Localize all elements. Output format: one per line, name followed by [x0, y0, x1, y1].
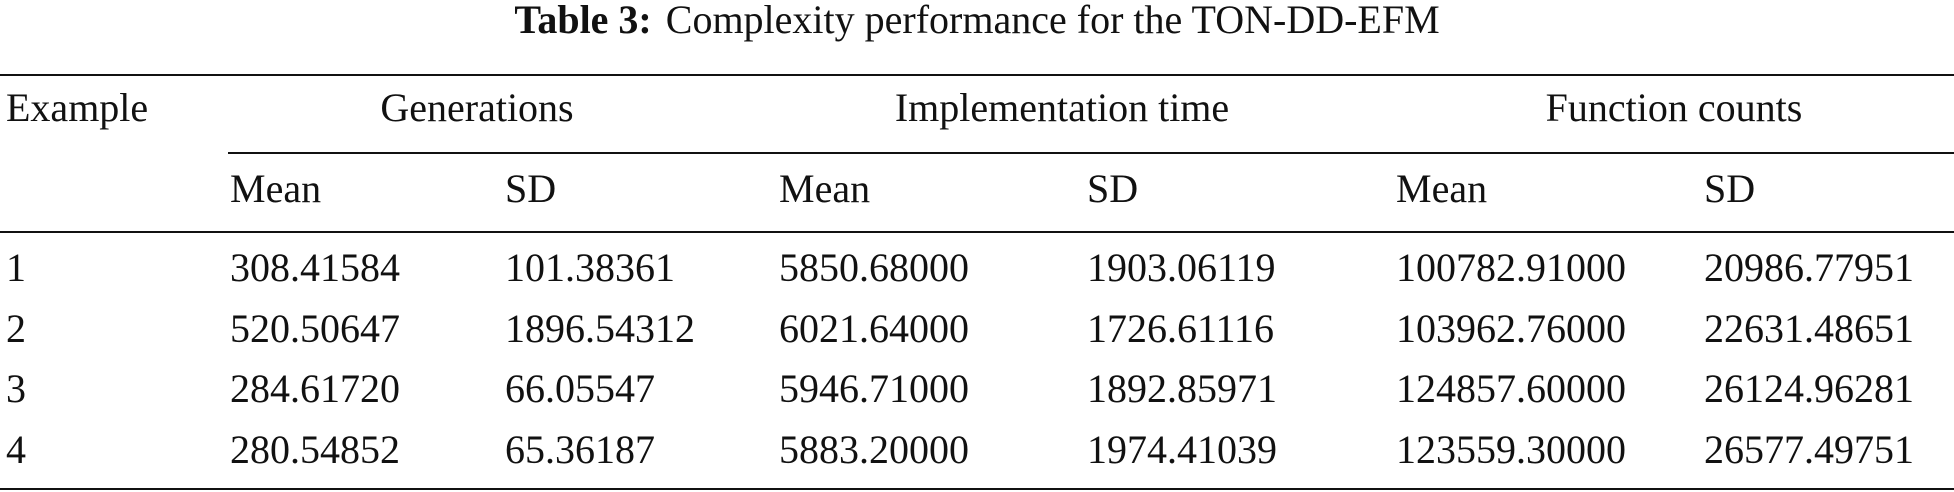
cell: 1892.85971 [1087, 366, 1277, 411]
cell: 1726.61116 [1087, 306, 1274, 351]
cell: 6021.64000 [779, 306, 969, 351]
cell: 65.36187 [505, 427, 655, 472]
cell: 520.50647 [230, 306, 400, 351]
row-label: 4 [6, 427, 26, 472]
group-header: Function counts [1546, 85, 1803, 130]
sub-header: SD [505, 166, 556, 211]
cell: 280.54852 [230, 427, 400, 472]
row-label: 3 [6, 366, 26, 411]
cell: 284.61720 [230, 366, 400, 411]
cell: 101.38361 [505, 245, 675, 290]
cell: 5883.20000 [779, 427, 969, 472]
row-header: Example [6, 85, 148, 130]
cell: 5850.68000 [779, 245, 969, 290]
group-header: Generations [380, 85, 573, 130]
cell: 66.05547 [505, 366, 655, 411]
cell: 20986.77951 [1704, 245, 1914, 290]
cell: 1974.41039 [1087, 427, 1277, 472]
sub-header: SD [1704, 166, 1755, 211]
cell: 26124.96281 [1704, 366, 1914, 411]
row-label: 1 [6, 245, 26, 290]
caption-label: Table 3: [514, 0, 651, 42]
cell: 100782.91000 [1396, 245, 1626, 290]
cell: 1896.54312 [505, 306, 695, 351]
table-caption: Table 3: Complexity performance for the T… [514, 0, 1439, 42]
cell: 5946.71000 [779, 366, 969, 411]
group-header: Implementation time [895, 85, 1229, 130]
cell: 26577.49751 [1704, 427, 1914, 472]
cell: 22631.48651 [1704, 306, 1914, 351]
row-label: 2 [6, 306, 26, 351]
sub-header: Mean [1396, 166, 1487, 211]
sub-header: SD [1087, 166, 1138, 211]
cell: 124857.60000 [1396, 366, 1626, 411]
cell: 123559.30000 [1396, 427, 1626, 472]
sub-header: Mean [779, 166, 870, 211]
sub-header: Mean [230, 166, 321, 211]
cell: 308.41584 [230, 245, 400, 290]
cell: 1903.06119 [1087, 245, 1276, 290]
cell: 103962.76000 [1396, 306, 1626, 351]
caption-text: Complexity performance for the TON-DD-EF… [666, 0, 1440, 42]
